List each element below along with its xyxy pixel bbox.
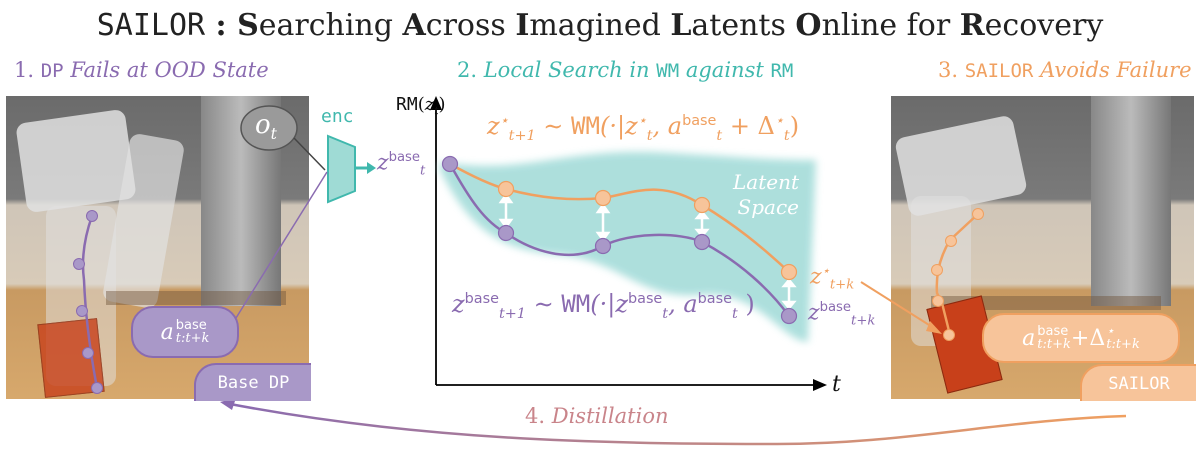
latent-to-action-line (860, 281, 938, 331)
obs-to-encoder-line (293, 137, 326, 171)
latent-points (441, 155, 798, 325)
tray-edge (931, 296, 1161, 310)
base-dp-tag: Base DP (194, 363, 311, 401)
observation-bubble (240, 105, 298, 151)
end-latent-base-label: zbaset+k (808, 300, 876, 329)
sailor-trajectory (931, 208, 984, 341)
step1-heading: 1. DP Fails at OOD State (14, 58, 269, 82)
encoder-trapezoid-icon (327, 134, 356, 204)
x-axis-label: t (832, 372, 841, 397)
sailor-action-pill: a base t:t+k +Δ ⋆ t:t+k (982, 313, 1180, 363)
step4-heading: 4. Distillation (525, 404, 669, 428)
step2-heading: 2. Local Search in WM against RM (457, 58, 794, 82)
y-axis-label: RM(zt) (396, 94, 446, 118)
base-trajectory (73, 210, 103, 394)
end-latent-star-label: z⋆t+k (810, 264, 855, 293)
base-dynamics-equation: zbaset+1 ∼ WM(·|zbaset, abaset ) (452, 290, 755, 322)
step3-heading: 3. SAILOR Avoids Failure (938, 58, 1192, 82)
base-action-pill: a base t:t+k (131, 306, 239, 358)
encoder-output-label: zbaset (377, 150, 426, 179)
figure-title: SAILOR : Searching Across Imagined Laten… (96, 8, 1104, 43)
latent-to-action-arrowhead-icon (926, 321, 942, 334)
robot-base-pillar (1091, 96, 1171, 306)
distillation-arc (229, 402, 1127, 446)
observation-label: ot (255, 110, 277, 144)
latent-space-label: Latent Space (733, 170, 799, 219)
action-to-encoder-line (235, 171, 328, 319)
encoder-label: enc (321, 106, 354, 127)
tray-edge (106, 291, 286, 305)
sailor-dynamics-equation: z⋆t+1 ∼ WM(·|z⋆t, abaset + Δ⋆t) (487, 112, 800, 144)
encoder-arrow-head-icon (367, 162, 376, 174)
title-sailor: SAILOR (96, 8, 206, 43)
chart-axes (430, 96, 827, 391)
sailor-tag: SAILOR (1080, 364, 1196, 401)
distillation-arrowhead-icon (220, 398, 236, 410)
search-delta-arrows (498, 192, 797, 310)
latent-space-region (440, 151, 816, 342)
